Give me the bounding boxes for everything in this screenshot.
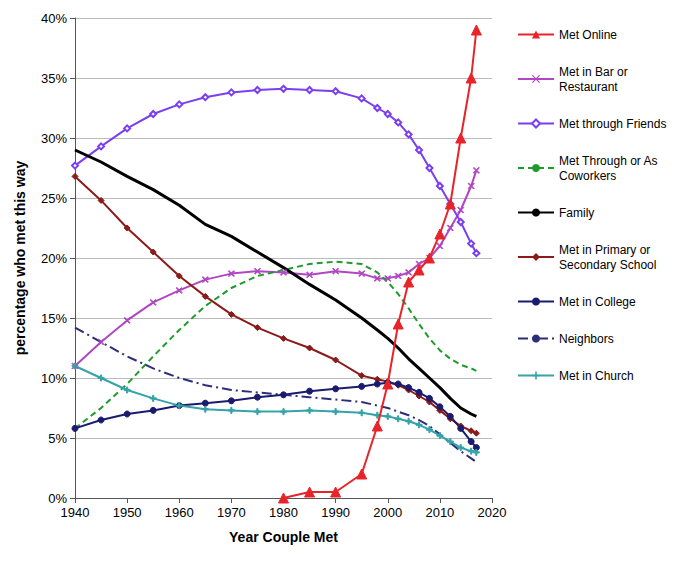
svg-text:1940: 1940	[61, 505, 90, 520]
svg-text:Met in Primary or: Met in Primary or	[559, 243, 654, 257]
svg-text:1980: 1980	[269, 505, 298, 520]
svg-text:Family: Family	[559, 206, 594, 220]
svg-text:Met through Friends: Met through Friends	[559, 117, 666, 131]
svg-text:10%: 10%	[41, 371, 67, 386]
svg-text:2020: 2020	[478, 505, 507, 520]
svg-text:20%: 20%	[41, 251, 67, 266]
svg-text:Met Online: Met Online	[559, 28, 617, 42]
svg-text:Year Couple Met: Year Couple Met	[229, 529, 338, 545]
svg-text:35%: 35%	[41, 71, 67, 86]
svg-text:Coworkers: Coworkers	[559, 169, 616, 183]
svg-text:Met in Bar or: Met in Bar or	[559, 65, 631, 79]
svg-text:Met Through or As: Met Through or As	[559, 154, 661, 168]
svg-text:15%: 15%	[41, 311, 67, 326]
svg-text:30%: 30%	[41, 131, 67, 146]
svg-text:0%: 0%	[48, 491, 67, 506]
svg-text:1960: 1960	[165, 505, 194, 520]
svg-text:Met in Church: Met in Church	[559, 369, 634, 383]
svg-text:Restaurant: Restaurant	[559, 80, 618, 94]
svg-text:1970: 1970	[217, 505, 246, 520]
svg-text:Secondary School: Secondary School	[559, 258, 656, 272]
svg-text:percentage who met this way: percentage who met this way	[12, 161, 28, 356]
svg-text:25%: 25%	[41, 191, 67, 206]
svg-text:1990: 1990	[321, 505, 350, 520]
svg-text:Met in College: Met in College	[559, 295, 636, 309]
svg-text:40%: 40%	[41, 11, 67, 26]
svg-text:1950: 1950	[113, 505, 142, 520]
svg-text:2000: 2000	[373, 505, 402, 520]
svg-text:5%: 5%	[48, 431, 67, 446]
svg-text:Neighbors: Neighbors	[559, 332, 614, 346]
svg-text:2010: 2010	[425, 505, 454, 520]
